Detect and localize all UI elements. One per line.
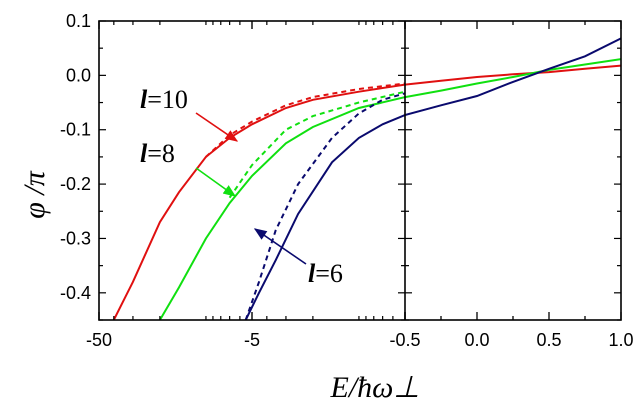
right-panel-curves	[405, 37, 621, 116]
y-tick-label: -0.4	[60, 283, 91, 303]
left-panel-curves	[112, 82, 405, 320]
series-annotations: l=10 l=8 l=6	[140, 85, 343, 288]
series-line-l=10	[405, 64, 621, 86]
series-annotation-label: l=10	[140, 85, 188, 114]
series-line-l=8	[159, 96, 405, 320]
series-dashed-l=6	[244, 92, 405, 320]
annotation-arrow	[253, 228, 307, 265]
x-tick-label: 0.5	[536, 330, 561, 350]
plot-border	[98, 20, 622, 321]
axis-tick-labels: 0.1 0.0 -0.1 -0.2 -0.3 -0.4 -50 -5 -0.5 0.0 0.5 1.0	[60, 11, 634, 350]
annotation-arrow	[195, 112, 239, 142]
x-axis-label: E/ħω⊥	[330, 371, 420, 404]
plot-frame	[98, 20, 622, 321]
series-line-l=10	[112, 83, 405, 320]
y-tick-label: 0.0	[66, 65, 91, 85]
series-annotation-label: l=8	[140, 139, 175, 168]
y-tick-label: -0.1	[60, 120, 91, 140]
series-annotation-label: l=6	[308, 259, 343, 288]
x-tick-label: -5	[244, 330, 260, 350]
y-tick-label: 0.1	[66, 11, 91, 31]
series-line-l=8	[405, 58, 621, 99]
y-axis-label: φ /π	[18, 170, 51, 218]
x-tick-label: -50	[86, 330, 112, 350]
annotation-arrow	[195, 167, 237, 197]
x-tick-label: 1.0	[608, 330, 633, 350]
y-tick-label: -0.2	[60, 174, 91, 194]
x-tick-label: 0.0	[464, 330, 489, 350]
series-line-l=6	[405, 37, 621, 116]
series-line-l=6	[244, 114, 405, 320]
x-tick-label: -0.5	[389, 330, 420, 350]
series-dashed-l=8	[228, 90, 405, 199]
axis-ticks	[98, 20, 622, 321]
y-tick-label: -0.3	[60, 228, 91, 248]
